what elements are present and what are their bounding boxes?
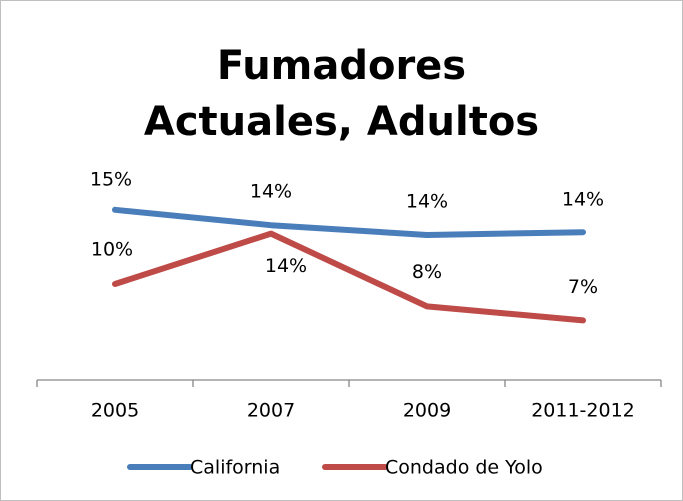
data-label: 10% bbox=[91, 239, 133, 261]
x-tick-label: 2009 bbox=[403, 400, 451, 422]
legend-label: Condado de Yolo bbox=[385, 457, 543, 479]
x-tick-label: 2005 bbox=[91, 400, 139, 422]
data-label: 14% bbox=[250, 181, 292, 203]
data-label: 14% bbox=[265, 255, 307, 277]
x-tick-label: 2007 bbox=[247, 400, 295, 422]
data-label: 7% bbox=[568, 276, 598, 298]
data-label: 14% bbox=[562, 189, 604, 211]
chart-title: Fumadores Actuales, Adultos bbox=[143, 43, 540, 145]
legend-label: California bbox=[190, 457, 280, 479]
data-label: 15% bbox=[90, 168, 132, 190]
data-label: 8% bbox=[412, 261, 442, 283]
data-label: 14% bbox=[406, 191, 448, 213]
x-tick-label: 2011-2012 bbox=[531, 400, 635, 422]
series-line bbox=[112, 206, 586, 238]
series-line bbox=[112, 230, 586, 324]
